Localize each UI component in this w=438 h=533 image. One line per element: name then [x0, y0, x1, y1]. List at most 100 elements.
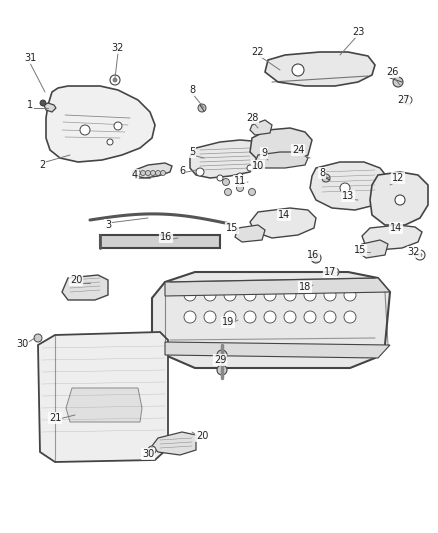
- Text: 8: 8: [189, 85, 195, 95]
- Text: 11: 11: [234, 176, 246, 186]
- Circle shape: [224, 311, 236, 323]
- Text: 20: 20: [70, 275, 82, 285]
- Text: 15: 15: [354, 245, 366, 255]
- Circle shape: [217, 350, 227, 360]
- Circle shape: [264, 311, 276, 323]
- Circle shape: [311, 253, 321, 263]
- Circle shape: [284, 289, 296, 301]
- Polygon shape: [62, 275, 108, 300]
- Circle shape: [322, 174, 330, 182]
- Circle shape: [244, 289, 256, 301]
- Circle shape: [237, 173, 243, 179]
- Text: 2: 2: [39, 160, 45, 170]
- Polygon shape: [255, 152, 308, 168]
- Polygon shape: [370, 172, 428, 225]
- Text: 10: 10: [252, 161, 264, 171]
- Text: 29: 29: [214, 355, 226, 365]
- Polygon shape: [250, 208, 316, 238]
- Text: 16: 16: [307, 250, 319, 260]
- Text: 4: 4: [132, 170, 138, 180]
- Circle shape: [113, 78, 117, 82]
- Circle shape: [114, 122, 122, 130]
- Circle shape: [204, 289, 216, 301]
- Text: 30: 30: [142, 449, 154, 459]
- Circle shape: [223, 179, 230, 185]
- Circle shape: [344, 289, 356, 301]
- Circle shape: [244, 311, 256, 323]
- Circle shape: [344, 311, 356, 323]
- Circle shape: [34, 334, 42, 342]
- Polygon shape: [190, 140, 258, 178]
- Text: 30: 30: [16, 339, 28, 349]
- Text: 8: 8: [319, 168, 325, 178]
- Text: 1: 1: [27, 100, 33, 110]
- Polygon shape: [165, 342, 390, 358]
- Text: 22: 22: [252, 47, 264, 57]
- Text: 3: 3: [105, 220, 111, 230]
- Circle shape: [40, 100, 46, 106]
- Polygon shape: [38, 332, 168, 462]
- Circle shape: [135, 171, 141, 175]
- Circle shape: [141, 171, 145, 175]
- Text: 23: 23: [352, 27, 364, 37]
- Circle shape: [331, 268, 339, 276]
- Circle shape: [107, 139, 113, 145]
- Circle shape: [198, 104, 206, 112]
- Circle shape: [224, 289, 236, 301]
- Circle shape: [110, 75, 120, 85]
- Circle shape: [395, 195, 405, 205]
- Text: 18: 18: [299, 282, 311, 292]
- Text: 21: 21: [49, 413, 61, 423]
- Polygon shape: [250, 128, 312, 165]
- Circle shape: [393, 77, 403, 87]
- Circle shape: [184, 289, 196, 301]
- Text: 24: 24: [292, 145, 304, 155]
- Polygon shape: [152, 432, 196, 455]
- Text: 27: 27: [397, 95, 409, 105]
- Polygon shape: [265, 52, 375, 86]
- Circle shape: [284, 311, 296, 323]
- Text: 12: 12: [392, 173, 404, 183]
- Text: 28: 28: [246, 113, 258, 123]
- Text: 17: 17: [324, 267, 336, 277]
- Text: 32: 32: [112, 43, 124, 53]
- Text: 20: 20: [196, 431, 208, 441]
- Polygon shape: [310, 162, 388, 210]
- Polygon shape: [132, 163, 172, 178]
- Polygon shape: [250, 120, 272, 135]
- Polygon shape: [235, 225, 265, 242]
- Polygon shape: [100, 235, 220, 248]
- Polygon shape: [152, 272, 390, 368]
- Text: 32: 32: [408, 247, 420, 257]
- Circle shape: [324, 289, 336, 301]
- Text: 15: 15: [226, 223, 238, 233]
- Circle shape: [404, 96, 412, 104]
- Text: 6: 6: [179, 166, 185, 176]
- Polygon shape: [44, 103, 56, 112]
- Circle shape: [324, 311, 336, 323]
- Text: 16: 16: [160, 232, 172, 242]
- Circle shape: [415, 250, 425, 260]
- Text: 14: 14: [390, 223, 402, 233]
- Text: 9: 9: [261, 148, 267, 158]
- Text: 26: 26: [386, 67, 398, 77]
- Text: 31: 31: [24, 53, 36, 63]
- Polygon shape: [46, 86, 155, 162]
- Circle shape: [225, 189, 232, 196]
- Circle shape: [237, 184, 244, 191]
- Circle shape: [340, 183, 350, 193]
- Text: 19: 19: [222, 317, 234, 327]
- Circle shape: [292, 64, 304, 76]
- Polygon shape: [362, 225, 422, 250]
- Polygon shape: [66, 388, 142, 422]
- Circle shape: [196, 168, 204, 176]
- Circle shape: [304, 311, 316, 323]
- Circle shape: [145, 171, 151, 175]
- Circle shape: [304, 289, 316, 301]
- Circle shape: [184, 311, 196, 323]
- Circle shape: [264, 289, 276, 301]
- Circle shape: [247, 165, 253, 171]
- Circle shape: [151, 171, 155, 175]
- Circle shape: [248, 189, 255, 196]
- Text: 14: 14: [278, 210, 290, 220]
